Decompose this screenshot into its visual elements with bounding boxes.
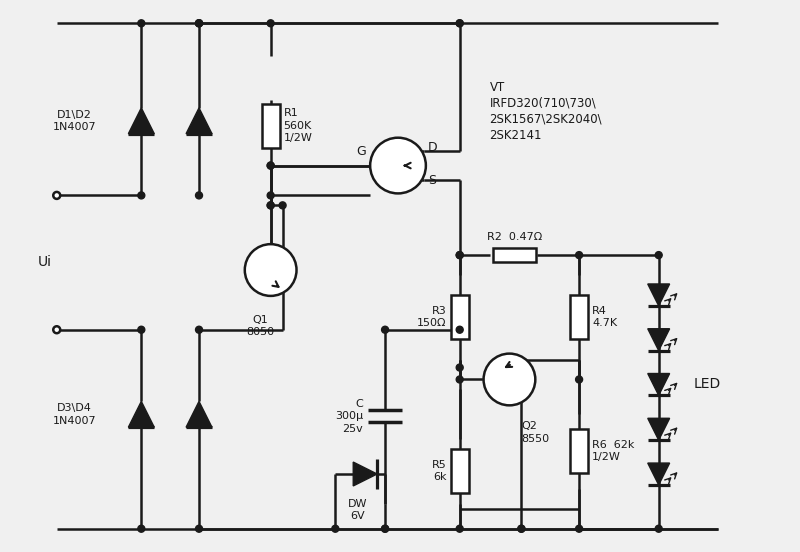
Bar [570,295,588,339]
Text: R2  0.47Ω: R2 0.47Ω [486,232,542,242]
Circle shape [332,526,339,532]
Circle shape [456,526,463,532]
Circle shape [267,202,274,209]
Circle shape [138,20,145,26]
Text: LED: LED [694,378,721,391]
Text: C
300μ
25v: C 300μ 25v [335,399,363,434]
Text: Q2
8550: Q2 8550 [522,421,550,444]
Polygon shape [354,462,377,486]
Text: G: G [356,145,366,158]
Text: R4
4.7K: R4 4.7K [592,306,617,328]
Text: D3\D4
1N4007: D3\D4 1N4007 [53,403,97,426]
Circle shape [483,354,535,405]
Polygon shape [648,374,670,395]
Text: R3
150Ω: R3 150Ω [418,306,446,328]
Bar [493,248,536,262]
Circle shape [138,326,145,333]
Circle shape [54,326,60,333]
Text: Ui: Ui [38,255,52,269]
Circle shape [456,252,463,258]
Circle shape [267,20,274,26]
Circle shape [195,20,202,26]
Polygon shape [648,329,670,351]
Circle shape [518,526,525,532]
Text: VT
IRFD320(710\730\
2SK1567\2SK2040\
2SK2141: VT IRFD320(710\730\ 2SK1567\2SK2040\ 2SK… [490,81,602,142]
Bar [262,104,280,147]
Circle shape [382,326,389,333]
Text: R6  62k
1/2W: R6 62k 1/2W [592,440,634,463]
Circle shape [279,202,286,209]
Circle shape [267,162,274,169]
Circle shape [195,192,202,199]
Text: S: S [428,174,436,187]
Circle shape [456,364,463,371]
Circle shape [456,252,463,258]
Circle shape [655,526,662,532]
Circle shape [267,162,274,169]
Text: R5
6k: R5 6k [432,460,446,482]
Polygon shape [128,401,154,427]
Text: D1\D2
1N4007: D1\D2 1N4007 [53,110,97,132]
Circle shape [245,244,297,296]
Circle shape [456,20,463,26]
Circle shape [195,20,202,26]
Circle shape [195,526,202,532]
Circle shape [456,376,463,383]
Polygon shape [648,463,670,485]
Circle shape [54,192,60,199]
Circle shape [382,526,389,532]
Circle shape [138,192,145,199]
Circle shape [267,202,274,209]
Polygon shape [186,108,212,134]
Circle shape [518,526,525,532]
Circle shape [576,252,582,258]
Polygon shape [186,401,212,427]
Text: D: D [428,141,438,154]
Circle shape [576,376,582,383]
Text: DW
6V: DW 6V [347,499,367,521]
Polygon shape [648,418,670,440]
Text: R1
560K
1/2W: R1 560K 1/2W [283,108,313,143]
Circle shape [576,526,582,532]
Circle shape [138,526,145,532]
Bar [570,429,588,473]
Circle shape [382,526,389,532]
Circle shape [195,326,202,333]
Polygon shape [128,108,154,134]
Circle shape [456,20,463,26]
Circle shape [195,20,202,26]
Bar [450,449,469,493]
Text: Q1
8050: Q1 8050 [246,315,274,337]
Circle shape [655,252,662,258]
Circle shape [267,192,274,199]
Circle shape [370,137,426,193]
Circle shape [456,326,463,333]
Bar [450,295,469,339]
Polygon shape [648,284,670,306]
